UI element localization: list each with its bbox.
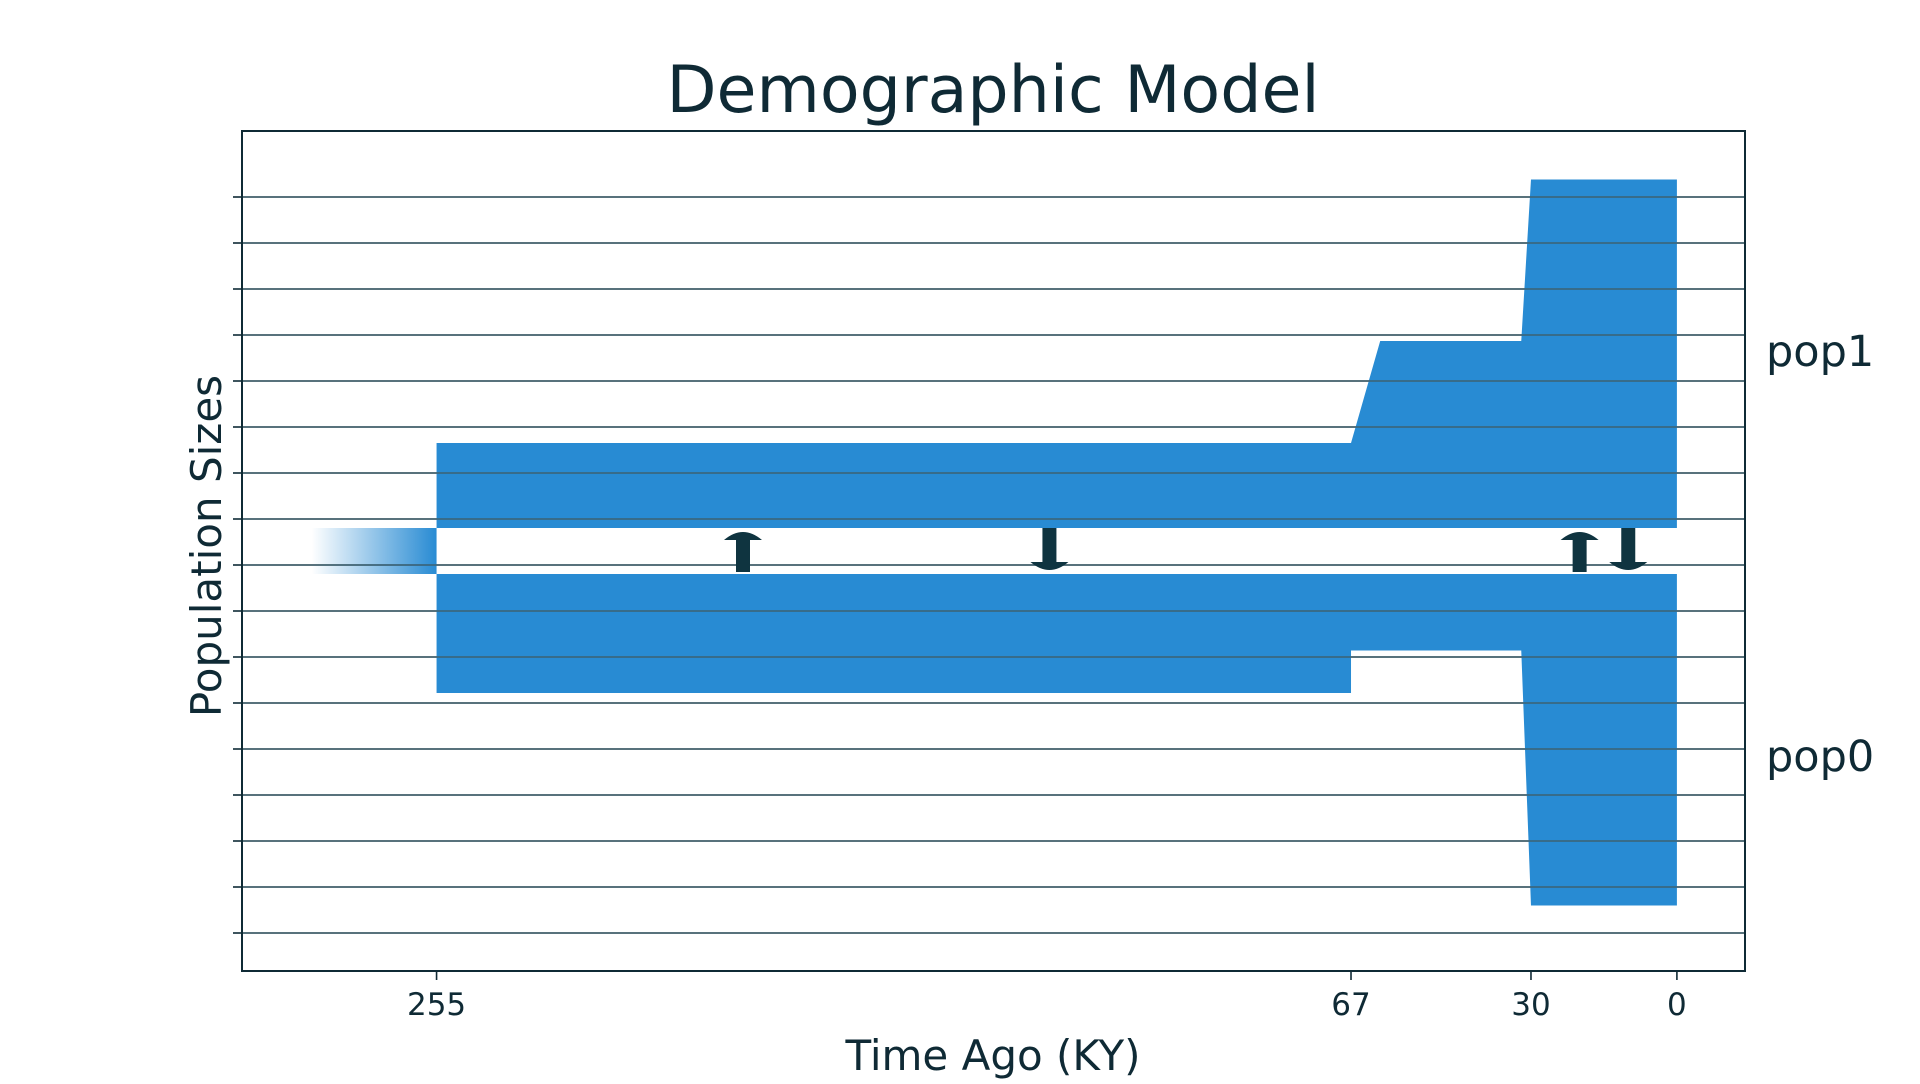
pop0-label: pop0 <box>1766 732 1874 782</box>
pop1-shape <box>436 179 1677 528</box>
migration-arrow-down <box>1609 528 1648 570</box>
population-shapes <box>242 179 1745 934</box>
migration-arrow-up <box>724 532 762 572</box>
plot-frame <box>241 130 1746 972</box>
migration-arrows <box>724 528 1648 572</box>
y-axis-label: Population Sizes <box>182 375 231 717</box>
x-tick-label: 30 <box>1511 987 1550 1023</box>
pop0-shape <box>436 574 1677 906</box>
x-axis-label: Time Ago (KY) <box>844 1031 1140 1080</box>
x-axis-ticks: 255 67 30 0 <box>407 971 1687 1023</box>
chart-title: Demographic Model <box>666 53 1319 128</box>
y-axis-ticks <box>233 196 242 934</box>
migration-arrow-down <box>1030 528 1069 570</box>
x-tick-label: 0 <box>1667 987 1687 1023</box>
pop1-label: pop1 <box>1766 327 1874 377</box>
x-tick-label: 67 <box>1331 987 1370 1023</box>
ancestral-population <box>311 528 437 574</box>
x-tick-label: 255 <box>407 987 466 1023</box>
migration-arrow-up <box>1560 532 1599 572</box>
